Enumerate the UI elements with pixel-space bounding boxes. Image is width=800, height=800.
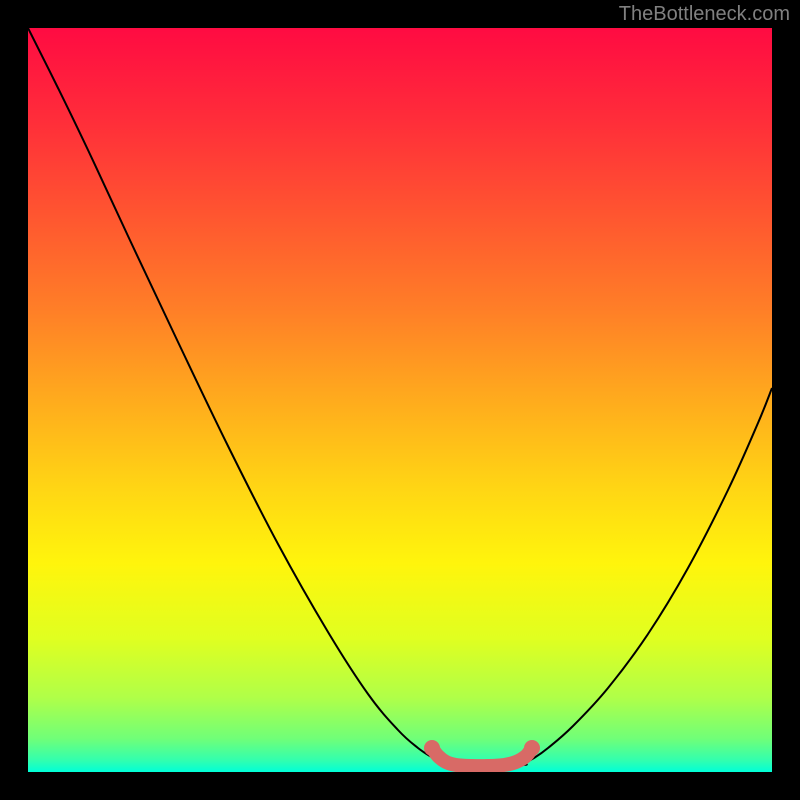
bottleneck-curve — [28, 28, 772, 765]
chart-root: TheBottleneck.com — [0, 0, 800, 800]
curve-layer — [28, 28, 772, 772]
watermark-text: TheBottleneck.com — [619, 3, 790, 26]
optimal-range-marker — [432, 748, 532, 766]
plot-area — [28, 28, 772, 772]
